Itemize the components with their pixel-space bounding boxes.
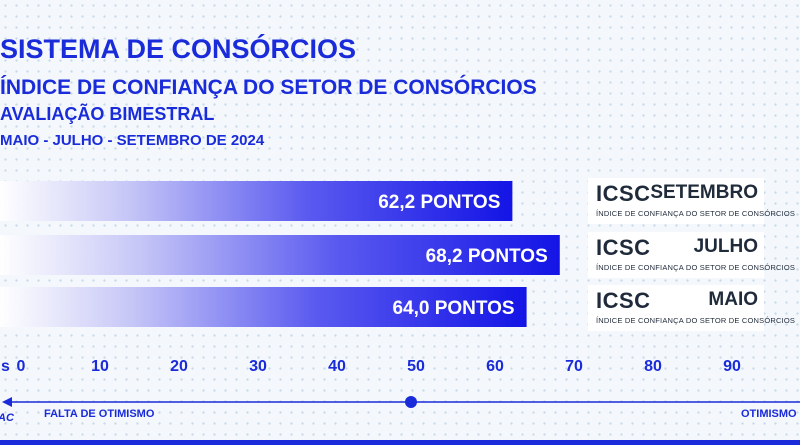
evaluation-label: AVALIAÇÃO BIMESTRAL: [0, 104, 215, 124]
card-setembro: ICSC SETEMBRO ÍNDICE DE CONFIANÇA DO SET…: [588, 178, 795, 224]
source-fragment: AC: [0, 412, 15, 424]
period-label: MAIO - JULHO - SETEMBRO DE 2024: [0, 132, 265, 149]
subtitle: ÍNDICE DE CONFIANÇA DO SETOR DE CONSÓRCI…: [0, 76, 537, 99]
axis-cut-label: s: [1, 358, 10, 375]
card-month: MAIO: [708, 289, 758, 310]
midpoint-marker: [405, 396, 417, 408]
card-julho: ICSC JULHO ÍNDICE DE CONFIANÇA DO SETOR …: [588, 232, 795, 278]
x-tick-label: 0: [17, 358, 26, 375]
x-tick-label: 20: [170, 358, 188, 375]
x-tick-label: 10: [91, 358, 109, 375]
card-month: SETEMBRO: [650, 182, 758, 203]
x-tick-label: 40: [328, 358, 346, 375]
x-tick-label: 80: [644, 358, 662, 375]
bar-setembro: [0, 181, 513, 221]
optimism-label: OTIMISMO: [741, 408, 797, 420]
bar-value-label: 64,0 PONTOS: [392, 298, 514, 319]
card-code: ICSC: [596, 181, 651, 206]
bottom-rule: [0, 440, 800, 445]
x-tick-label: 90: [723, 358, 741, 375]
arrow-left-icon: [2, 397, 12, 407]
bar-value-label: 68,2 PONTOS: [426, 246, 548, 267]
x-tick-label: 30: [249, 358, 267, 375]
bar-maio: [0, 287, 527, 327]
card-month: JULHO: [693, 236, 758, 257]
x-tick-label: 50: [407, 358, 425, 375]
card-code: ICSC: [596, 288, 651, 313]
bar-julho: [0, 235, 560, 275]
x-tick-label: 70: [565, 358, 583, 375]
lack-of-optimism-label: FALTA DE OTIMISMO: [44, 408, 155, 420]
bar-value-label: 62,2 PONTOS: [378, 192, 500, 213]
card-fullname: ÍNDICE DE CONFIANÇA DO SETOR DE CONSÓRCI…: [596, 316, 796, 325]
title: SISTEMA DE CONSÓRCIOS: [0, 34, 357, 64]
card-fullname: ÍNDICE DE CONFIANÇA DO SETOR DE CONSÓRCI…: [596, 209, 796, 218]
card-code: ICSC: [596, 235, 651, 260]
card-maio: ICSC MAIO ÍNDICE DE CONFIANÇA DO SETOR D…: [588, 285, 795, 331]
x-tick-label: 60: [486, 358, 504, 375]
card-fullname: ÍNDICE DE CONFIANÇA DO SETOR DE CONSÓRCI…: [596, 263, 796, 272]
